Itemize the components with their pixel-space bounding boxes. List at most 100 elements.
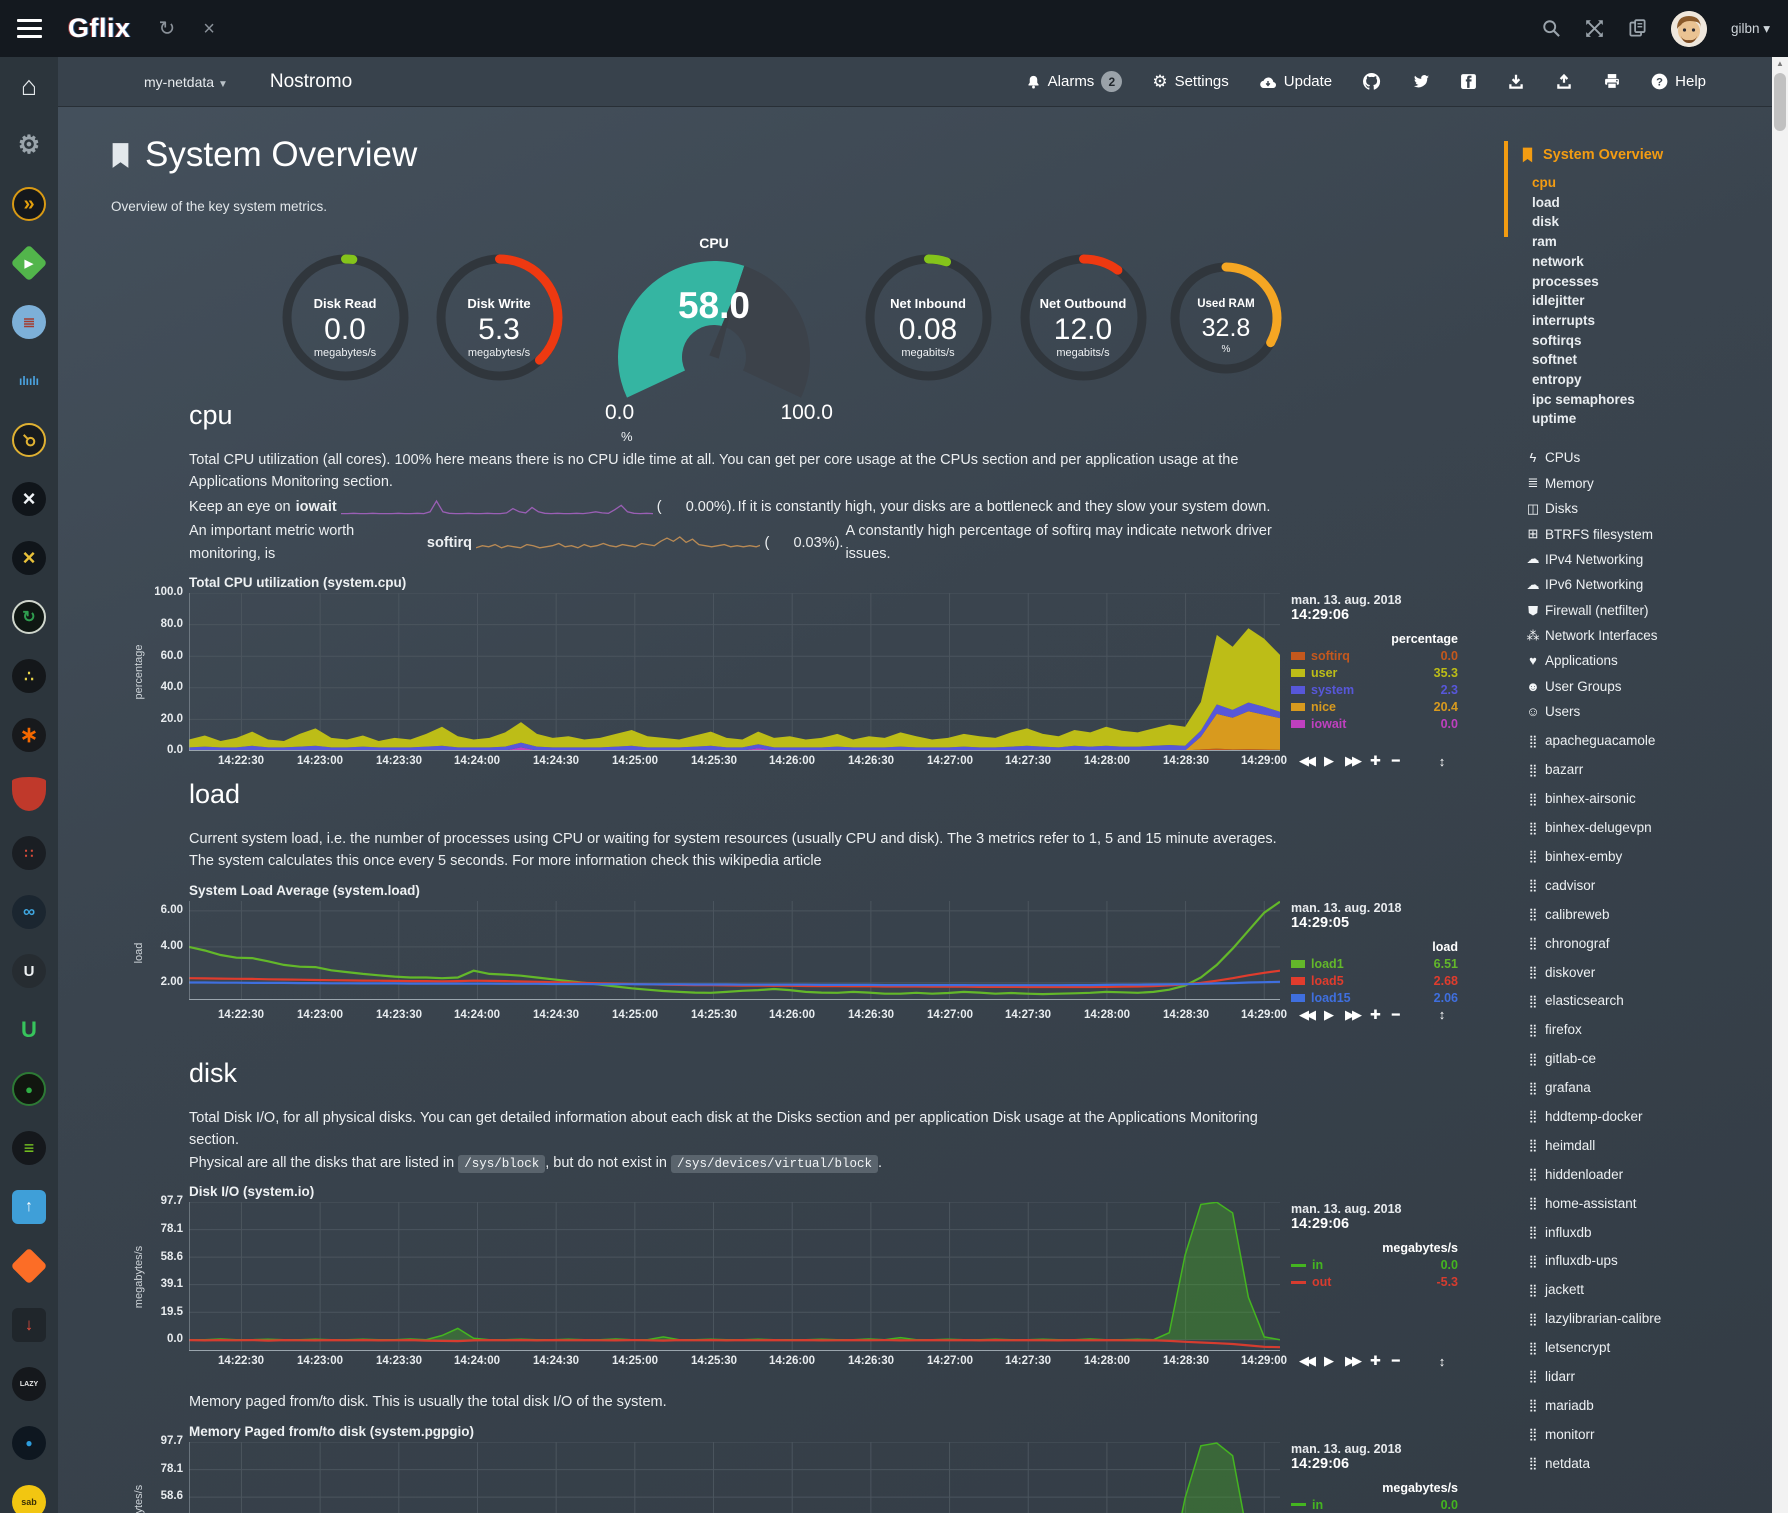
chart-plot-area[interactable] [189,1202,1280,1352]
search-icon[interactable] [1542,19,1561,38]
u-white-icon[interactable]: U [12,954,46,988]
server-dropdown[interactable]: my-netdata ▼ [144,73,228,90]
sidebar-item-processes[interactable]: processes [1532,273,1599,289]
resize-icon[interactable]: ↕ [1438,753,1446,769]
green-swirl-icon[interactable]: ↻ [12,600,46,634]
sidebar-section-ipv4-networking[interactable]: ☁ IPv4 Networking [1500,547,1772,572]
bars-icon[interactable]: ≡ [12,1131,46,1165]
sidebar-item-idlejitter[interactable]: idlejitter [1532,293,1585,309]
library-icon[interactable]: ≣ [12,305,46,339]
rewind-icon[interactable]: ◀◀ [1299,1006,1316,1022]
legend-row-load5[interactable]: load5 2.68 [1291,974,1458,988]
sidebar-app-hiddenloader[interactable]: ⣿ hiddenloader [1500,1160,1772,1189]
sidebar-app-apacheguacamole[interactable]: ⣿ apacheguacamole [1500,726,1772,755]
sidebar-item-system-overview[interactable]: System Overview [1521,147,1772,163]
host-name[interactable]: Nostromo [269,70,353,92]
legend-row-load1[interactable]: load1 6.51 [1291,957,1458,971]
gitlab-icon[interactable] [10,1247,48,1285]
twitter-icon[interactable] [1411,74,1430,90]
fastforward-icon[interactable]: ▶▶ [1345,1353,1362,1369]
blue-upload-icon[interactable]: ↑ [12,1190,46,1224]
changelog-icon[interactable] [1628,19,1647,38]
sidebar-app-influxdb[interactable]: ⣿ influxdb [1500,1218,1772,1247]
sidebar-app-binhex-airsonic[interactable]: ⣿ binhex-airsonic [1500,784,1772,813]
magnifier-badge-icon[interactable]: ⚲ [12,423,46,457]
sidebar-item-ipc-semaphores[interactable]: ipc semaphores [1532,391,1635,407]
gear-icon[interactable]: ⚙ [12,128,46,162]
plex-icon[interactable]: » [12,187,46,221]
gauge-net-outbound[interactable]: Net Outbound 12.0 megabits/s [1016,250,1151,385]
grafana-icon[interactable]: ∗ [12,718,46,752]
zoom-in-icon[interactable]: ✚ [1370,753,1381,769]
sidebar-app-lidarr[interactable]: ⣿ lidarr [1500,1362,1772,1391]
sidebar-section-btrfs-filesystem[interactable]: ⊞ BTRFS filesystem [1500,521,1772,546]
sidebar-item-network[interactable]: network [1532,253,1584,269]
gauge-disk-write[interactable]: Disk Write 5.3 megabytes/s [432,250,567,385]
refresh-icon[interactable]: ↻ [158,17,176,40]
sidebar-section-memory[interactable]: ≣ Memory [1500,471,1772,496]
sidebar-app-influxdb-ups[interactable]: ⣿ influxdb-ups [1500,1246,1772,1275]
sidebar-section-firewall-netfilter-[interactable]: ☗ Firewall (netfilter) [1500,597,1772,622]
sidebar-section-disks[interactable]: ◫ Disks [1500,496,1772,521]
legend-row-user[interactable]: user 35.3 [1291,666,1458,680]
nodes-icon[interactable]: ∴ [12,659,46,693]
chart-plot-area[interactable] [189,593,1280,752]
avatar[interactable] [1670,10,1707,47]
sidebar-app-binhex-delugevpn[interactable]: ⣿ binhex-delugevpn [1500,813,1772,842]
sidebar-item-interrupts[interactable]: interrupts [1532,312,1596,328]
cpu-gauge[interactable]: CPU 58.0 0.0 100.0% [597,235,833,444]
resize-icon[interactable]: ↕ [1438,1353,1446,1369]
update-button[interactable]: Update [1259,73,1332,90]
droplet-icon[interactable]: ● [12,1426,46,1460]
sidebar-section-user-groups[interactable]: ☻ User Groups [1500,674,1772,699]
upload-icon[interactable] [1555,73,1573,91]
sidebar-section-ipv6-networking[interactable]: ☁ IPv6 Networking [1500,572,1772,597]
sidebar-app-firefox[interactable]: ⣿ firefox [1500,1015,1772,1044]
legend-row-iowait[interactable]: iowait 0.0 [1291,717,1458,731]
sidebar-item-softnet[interactable]: softnet [1532,352,1577,368]
sidebar-app-netdata[interactable]: ⣿ netdata [1500,1449,1772,1478]
pihole-shield-icon[interactable] [12,777,46,811]
fastforward-icon[interactable]: ▶▶ [1345,1006,1362,1022]
resilio-icon[interactable]: ∞ [12,895,46,929]
sidebar-app-chronograf[interactable]: ⣿ chronograf [1500,929,1772,958]
emby-icon[interactable]: ▶ [10,244,48,282]
sidebar-section-users[interactable]: ☺ Users [1500,699,1772,724]
sidebar-section-applications[interactable]: ♥ Applications [1500,648,1772,673]
cross-blue-icon[interactable]: × [12,482,46,516]
download-icon[interactable] [1507,73,1525,91]
play-icon[interactable]: ▶ [1324,1353,1334,1369]
user-menu[interactable]: gilbn ▾ [1730,20,1770,36]
sidebar-item-cpu[interactable]: cpu [1532,175,1557,190]
legend-row-in[interactable]: in 0.0 [1291,1498,1458,1512]
fullscreen-icon[interactable] [1585,19,1604,38]
zoom-out-icon[interactable]: ━ [1391,753,1400,769]
sidebar-app-diskover[interactable]: ⣿ diskover [1500,958,1772,987]
sidebar-app-heimdall[interactable]: ⣿ heimdall [1500,1131,1772,1160]
iowait-sparkline[interactable] [340,498,653,516]
airsonic-wave-icon[interactable]: ılıılı [12,364,46,398]
sidebar-app-lazylibrarian-calibre[interactable]: ⣿ lazylibrarian-calibre [1500,1304,1772,1333]
lazylibrarian-icon[interactable]: LAZY [12,1367,46,1401]
sidebar-section-network-interfaces[interactable]: ⁂ Network Interfaces [1500,623,1772,648]
play-icon[interactable]: ▶ [1324,753,1334,769]
github-icon[interactable] [1362,72,1381,91]
softirq-sparkline[interactable] [476,534,761,552]
rewind-icon[interactable]: ◀◀ [1299,753,1316,769]
sidebar-item-uptime[interactable]: uptime [1532,411,1577,427]
sidebar-item-ram[interactable]: ram [1532,234,1557,250]
zoom-out-icon[interactable]: ━ [1391,1006,1400,1022]
scrollbar-thumb[interactable] [1774,73,1786,131]
play-icon[interactable]: ▶ [1324,1006,1334,1022]
zoom-out-icon[interactable]: ━ [1391,1353,1400,1369]
settings-button[interactable]: ⚙ Settings [1152,71,1229,91]
hamburger-menu-icon[interactable] [0,19,58,38]
gauge-used-ram[interactable]: Used RAM 32.8% [1166,258,1286,378]
gauge-disk-read[interactable]: Disk Read 0.0 megabytes/s [278,250,413,385]
sidebar-app-gitlab-ce[interactable]: ⣿ gitlab-ce [1500,1044,1772,1073]
fastforward-icon[interactable]: ▶▶ [1345,753,1362,769]
close-tab-icon[interactable]: × [203,17,215,40]
zoom-in-icon[interactable]: ✚ [1370,1353,1381,1369]
sidebar-app-elasticsearch[interactable]: ⣿ elasticsearch [1500,986,1772,1015]
sidebar-app-binhex-emby[interactable]: ⣿ binhex-emby [1500,842,1772,871]
